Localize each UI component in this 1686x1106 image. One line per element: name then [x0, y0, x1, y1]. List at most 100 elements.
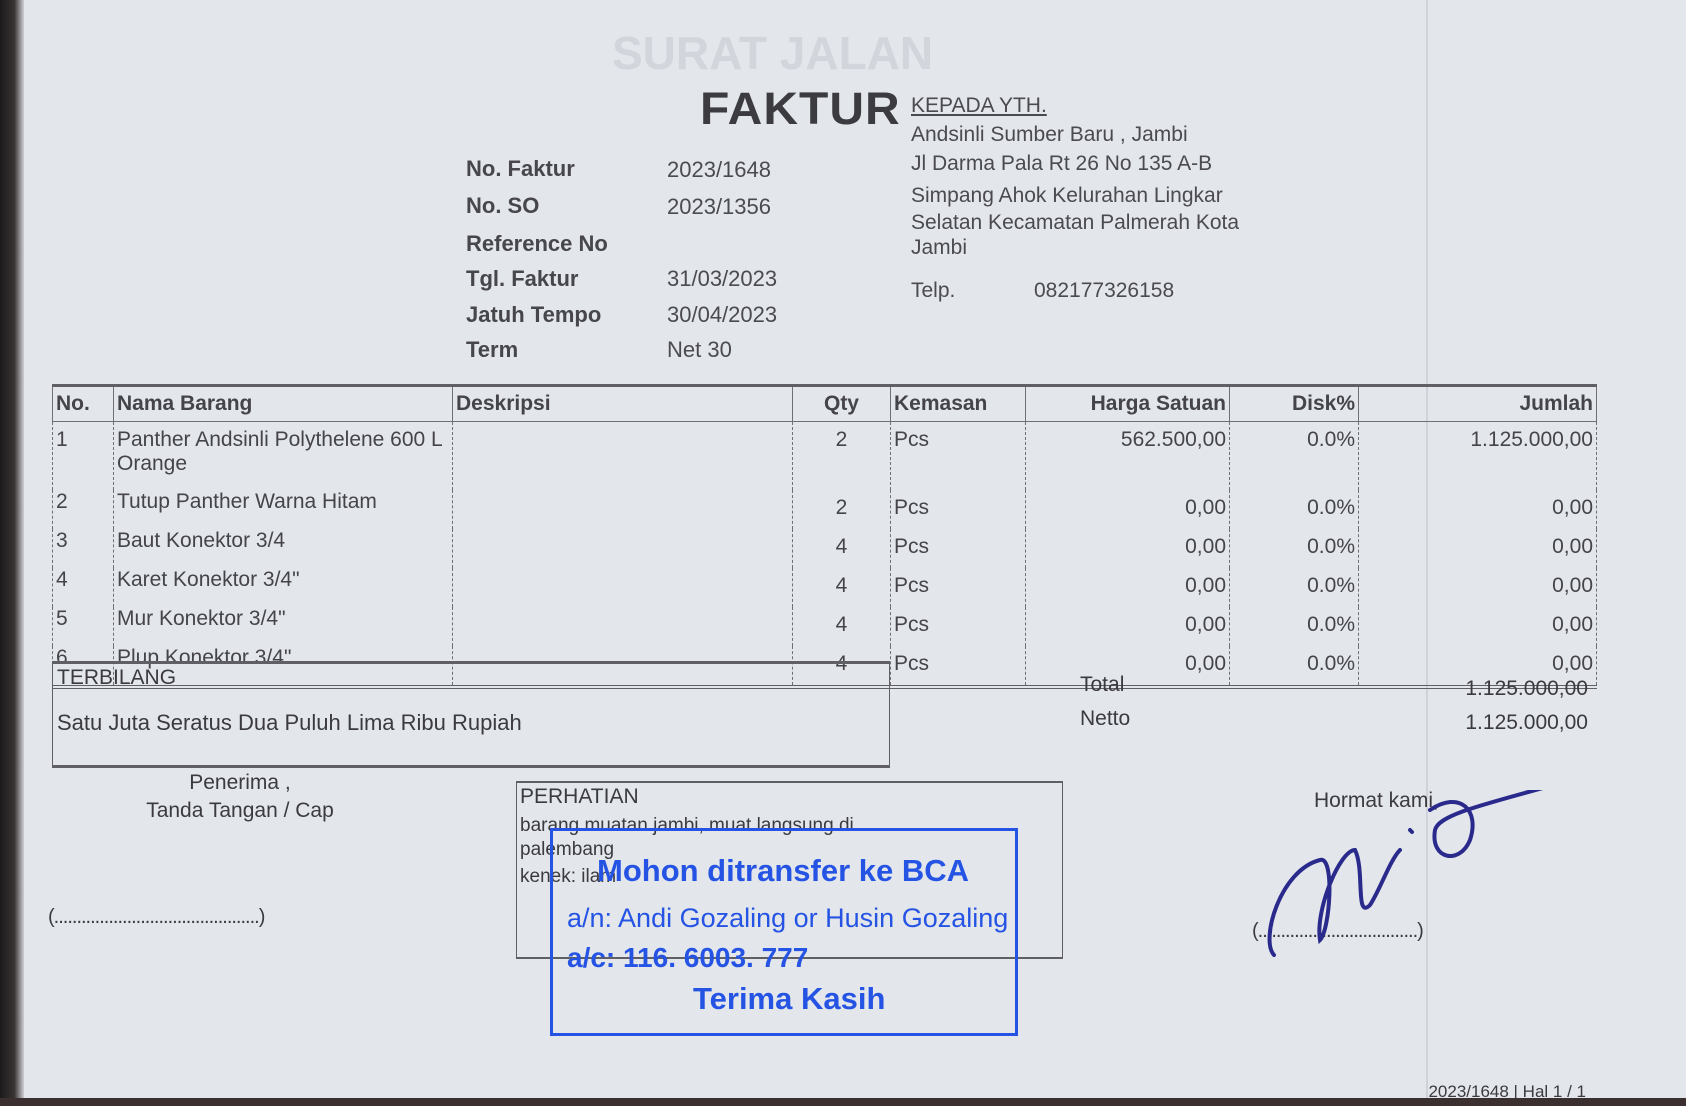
address-line: Simpang Ahok Kelurahan Lingkar	[911, 184, 1223, 207]
cell-desc	[452, 529, 793, 568]
table-row: 1 Panther Andsinli Polythelene 600 L Oran…	[52, 421, 1597, 490]
meta-label: Reference No	[466, 231, 608, 256]
recipient-heading: KEPADA YTH.	[911, 94, 1047, 117]
cell-disc: 0.0%	[1229, 529, 1359, 568]
cell-disc: 0.0%	[1229, 490, 1359, 529]
stamp-line: Mohon ditransfer ke BCA	[597, 853, 970, 888]
cell-total: 0,00	[1358, 490, 1597, 529]
receiver-sign-label: Tanda Tangan / Cap	[146, 799, 334, 822]
cell-unit: Pcs	[890, 646, 1026, 689]
cell-no: 5	[52, 607, 114, 646]
meta-label: Tgl. Faktur	[466, 266, 579, 291]
cell-qty: 2	[792, 421, 891, 490]
cell-unit: Pcs	[890, 607, 1026, 646]
cell-name: Baut Konektor 3/4	[113, 529, 453, 568]
meta-value: 2023/1356	[667, 194, 771, 219]
cell-price: 562.500,00	[1025, 421, 1230, 490]
col-unit: Kemasan	[890, 384, 1026, 422]
stamp-line: a/c: 116. 6003. 777	[567, 942, 809, 973]
table-row: 6 Plup Konektor 3/4" 4 Pcs 0,00 0.0% 0,00	[52, 646, 1597, 689]
cell-qty: 4	[792, 568, 891, 607]
cell-unit: Pcs	[890, 568, 1026, 607]
cell-desc	[452, 646, 793, 689]
table-row: 5 Mur Konektor 3/4" 4 Pcs 0,00 0.0% 0,00	[52, 607, 1597, 646]
cell-no: 3	[52, 529, 114, 568]
receiver-signature-line: (.......................................…	[48, 906, 265, 928]
cell-disc: 0.0%	[1229, 421, 1359, 490]
meta-value: Net 30	[667, 337, 732, 362]
cell-disc: 0.0%	[1229, 646, 1359, 689]
cell-price: 0,00	[1025, 568, 1230, 607]
cell-total: 0,00	[1358, 568, 1597, 607]
col-qty: Qty	[792, 384, 891, 422]
cell-no: 2	[52, 490, 114, 529]
meta-value: 31/03/2023	[667, 266, 778, 291]
notice-line: palembang	[520, 839, 615, 860]
address-line: Jl Darma Pala Rt 26 No 135 A-B	[911, 152, 1213, 175]
address-line: Jambi	[911, 236, 968, 259]
scan-edge-left	[0, 0, 24, 1106]
col-disc: Disk%	[1229, 384, 1359, 422]
stamp-line: Terima Kasih	[693, 981, 886, 1016]
table-header-row: No. Nama Barang Deskripsi Qty Kemasan Ha…	[52, 384, 1597, 422]
stamp-line: a/n: Andi Gozaling or Husin Gozaling	[567, 903, 1009, 933]
sender-signature-line: (...................................)	[1252, 920, 1424, 942]
cell-unit: Pcs	[890, 421, 1026, 490]
col-no: No.	[52, 384, 114, 422]
bank-transfer-stamp: Mohon ditransfer ke BCA a/n: Andi Gozali…	[550, 828, 1018, 1036]
col-total: Jumlah	[1358, 384, 1597, 422]
netto-value: 1.125.000,00	[1465, 711, 1588, 734]
meta-label: No. Faktur	[466, 156, 575, 181]
table-row: 2 Tutup Panther Warna Hitam 2 Pcs 0,00 0.0% 0,…	[52, 490, 1597, 529]
scan-edge-bottom	[0, 1098, 1686, 1106]
cell-name: Tutup Panther Warna Hitam	[113, 490, 453, 529]
meta-value: 2023/1648	[667, 157, 771, 182]
page-footer: 2023/1648 | Hal 1 / 1	[1428, 1082, 1586, 1101]
cell-desc	[452, 568, 793, 607]
cell-desc	[452, 607, 793, 646]
address-line: Selatan Kecamatan Palmerah Kota	[911, 211, 1240, 234]
phone-label: Telp.	[911, 279, 956, 302]
table-row: 3 Baut Konektor 3/4 4 Pcs 0,00 0.0% 0,00	[52, 529, 1597, 568]
cell-price: 0,00	[1025, 646, 1230, 689]
cell-name: Mur Konektor 3/4"	[113, 607, 453, 646]
terbilang-text: Satu Juta Seratus Dua Puluh Lima Ribu Ru…	[57, 710, 522, 735]
cell-desc	[452, 490, 793, 529]
cell-total: 0,00	[1358, 646, 1597, 689]
col-desc: Deskripsi	[452, 384, 793, 422]
col-name: Nama Barang	[113, 384, 453, 422]
cell-qty: 4	[792, 529, 891, 568]
items-table: No. Nama Barang Deskripsi Qty Kemasan Ha…	[52, 384, 1597, 689]
netto-label: Netto	[1080, 707, 1131, 730]
terbilang-label: TERBILANG	[57, 666, 177, 689]
terbilang-box: TERBILANG Satu Juta Seratus Dua Puluh Li…	[52, 661, 890, 768]
col-price: Harga Satuan	[1025, 384, 1230, 422]
cell-total: 0,00	[1358, 607, 1597, 646]
cell-desc	[452, 421, 793, 490]
bleed-through-title: SURAT JALAN	[612, 27, 934, 79]
meta-label: Term	[466, 337, 519, 362]
total-label: Total	[1080, 673, 1125, 696]
handwritten-signature	[1267, 790, 1544, 957]
cell-total: 0,00	[1358, 529, 1597, 568]
cell-qty: 4	[792, 607, 891, 646]
cell-price: 0,00	[1025, 490, 1230, 529]
cell-unit: Pcs	[890, 490, 1026, 529]
total-value: 1.125.000,00	[1465, 677, 1588, 700]
table-row: 4 Karet Konektor 3/4" 4 Pcs 0,00 0.0% 0,00	[52, 568, 1597, 607]
address-line: Andsinli Sumber Baru , Jambi	[911, 123, 1188, 146]
phone-value: 082177326158	[1034, 279, 1175, 302]
receiver-label: Penerima ,	[189, 771, 291, 794]
cell-name: Karet Konektor 3/4"	[113, 568, 453, 607]
meta-label: Jatuh Tempo	[466, 302, 602, 327]
cell-total: 1.125.000,00	[1358, 421, 1597, 490]
cell-price: 0,00	[1025, 529, 1230, 568]
cell-qty: 2	[792, 490, 891, 529]
cell-disc: 0.0%	[1229, 607, 1359, 646]
notice-line: kenek: ilam	[520, 866, 617, 887]
cell-no: 4	[52, 568, 114, 607]
document-title: FAKTUR	[700, 84, 901, 135]
cell-unit: Pcs	[890, 529, 1026, 568]
meta-label: No. SO	[466, 193, 540, 218]
cell-price: 0,00	[1025, 607, 1230, 646]
